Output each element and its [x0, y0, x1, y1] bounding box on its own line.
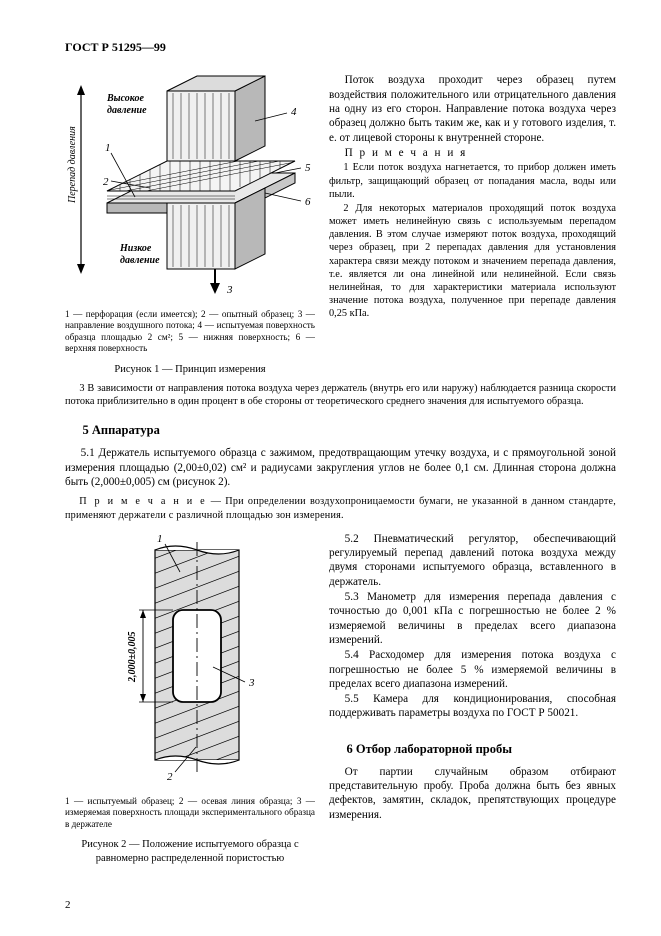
note-3-full: 3 В зависимости от направления потока во… [65, 382, 616, 408]
figure-2-svg: 2,000±0,005 1 2 3 [85, 532, 295, 782]
note-3: 3 В зависимости от направления потока во… [65, 382, 616, 408]
fig2-callout-2: 2 [167, 771, 173, 782]
text-col-2: 5.2 Пневматический регулятор, обеспечива… [329, 532, 616, 866]
p-5-2: 5.2 Пневматический регулятор, обеспечива… [329, 532, 616, 589]
row-fig1: Перепад давления Высокое давление Низкое… [65, 73, 616, 376]
page-number: 2 [65, 898, 71, 912]
figure-1-caption: Рисунок 1 — Принцип измерения [65, 363, 315, 376]
fig1-callout-1: 1 [105, 142, 111, 154]
p-6-1: От партии случайным образом отбирают пре… [329, 765, 616, 822]
figure-1-block: Перепад давления Высокое давление Низкое… [65, 73, 315, 376]
fig2-callout-1: 1 [157, 533, 163, 545]
fig1-callout-6: 6 [305, 196, 311, 208]
fig1-callout-4: 4 [291, 106, 297, 118]
fig2-dim: 2,000±0,005 [127, 631, 138, 683]
p-flow: Поток воздуха проходит через образец пут… [329, 73, 616, 145]
note-2: 2 Для некоторых материалов проходящий по… [329, 202, 616, 321]
sec5-note: П р и м е ч а н и е — При определении во… [65, 495, 616, 521]
p-5-1: 5.1 Держатель испытуемого образца с зажи… [65, 446, 616, 489]
section-5-title: 5 Аппаратура [65, 422, 616, 438]
fig1-callout-3: 3 [226, 284, 233, 296]
p-5-5: 5.5 Камера для кондиционирования, способ… [329, 692, 616, 721]
figure-1-legend: 1 — перфорация (если имеется); 2 — опытн… [65, 309, 315, 355]
row-fig2: 2,000±0,005 1 2 3 1 — испытуемый образец… [65, 532, 616, 866]
figure-2-legend: 1 — испытуемый образец; 2 — осевая линия… [65, 796, 315, 831]
fig1-top-label-2: давление [107, 105, 147, 116]
page: ГОСТ Р 51295—99 Перепад давления Высокое… [0, 0, 661, 936]
text-col-1: Поток воздуха проходит через образец пут… [329, 73, 616, 376]
fig1-bot-label-1: Низкое [119, 243, 152, 254]
notes-title: П р и м е ч а н и я [329, 146, 616, 160]
fig1-callout-5: 5 [305, 162, 311, 174]
figure-2-block: 2,000±0,005 1 2 3 1 — испытуемый образец… [65, 532, 315, 866]
sec5-note-lead: П р и м е ч а н и е [79, 496, 206, 507]
sec5-body: 5.1 Держатель испытуемого образца с зажи… [65, 446, 616, 489]
section-6-title: 6 Отбор лабораторной пробы [329, 741, 616, 757]
figure-2-caption: Рисунок 2 — Положение испытуемого образц… [65, 838, 315, 865]
doc-header: ГОСТ Р 51295—99 [65, 40, 616, 55]
fig2-callout-3: 3 [248, 677, 255, 689]
figure-1-svg: Перепад давления Высокое давление Низкое… [65, 73, 315, 298]
fig1-axis-label: Перепад давления [67, 126, 78, 204]
fig1-callout-2: 2 [103, 176, 109, 188]
p-5-3: 5.3 Манометр для измерения перепада давл… [329, 590, 616, 647]
note-1: 1 Если поток воздуха нагнетается, то при… [329, 161, 616, 201]
fig1-bot-label-2: давление [120, 255, 160, 266]
p-5-4: 5.4 Расходомер для измерения потока возд… [329, 648, 616, 691]
fig1-top-label-1: Высокое [106, 93, 144, 104]
